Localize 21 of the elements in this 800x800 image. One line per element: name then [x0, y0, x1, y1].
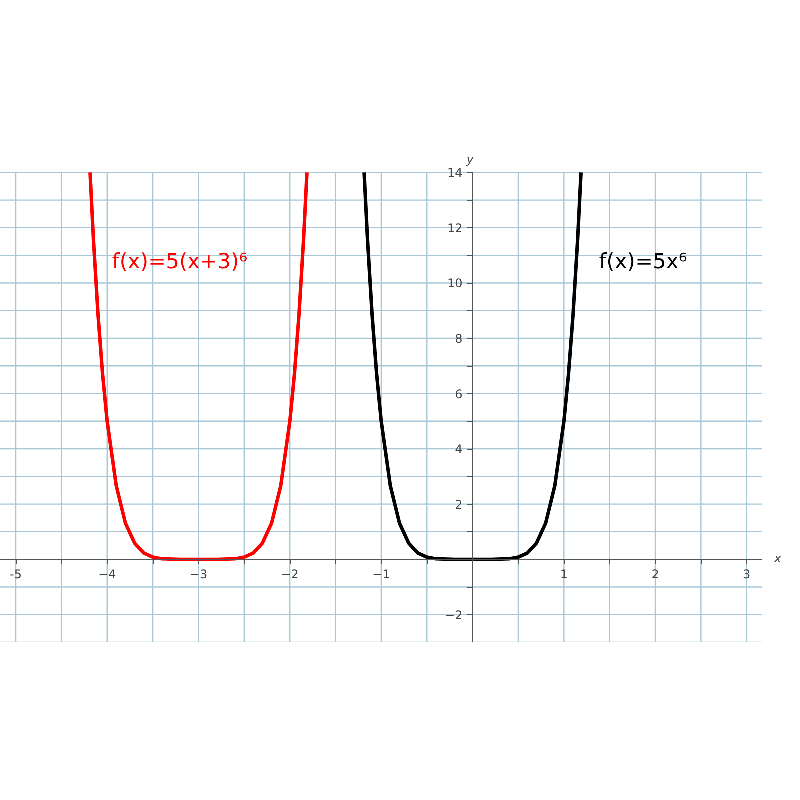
line-series	[88, 170, 309, 562]
y-tick-label: 2	[455, 498, 463, 512]
x-tick-label: 3	[743, 568, 751, 582]
y-tick-label: 8	[455, 332, 463, 346]
series-label: f(x)=5(x+3)⁶	[112, 249, 248, 274]
x-tick-label: −2	[281, 568, 299, 582]
y-tick-label: 14	[448, 166, 463, 180]
x-tick-label: −4	[98, 568, 116, 582]
y-tick-label: 10	[448, 276, 463, 291]
x-tick-label: −3	[190, 568, 208, 582]
series-label: f(x)=5x⁶	[599, 249, 688, 274]
y-tick-label: 12	[448, 221, 463, 236]
x-tick-label: −1	[372, 568, 390, 582]
x-tick-label: 2	[652, 568, 660, 582]
y-tick-label: 6	[455, 387, 463, 402]
y-axis-title: y	[466, 152, 475, 167]
x-axis-title: x	[773, 552, 782, 566]
x-tick-label: 1	[560, 568, 568, 582]
x-tick-label: -5	[10, 568, 22, 582]
y-tick-label: 4	[455, 442, 463, 457]
y-tick-label: −2	[445, 608, 463, 622]
